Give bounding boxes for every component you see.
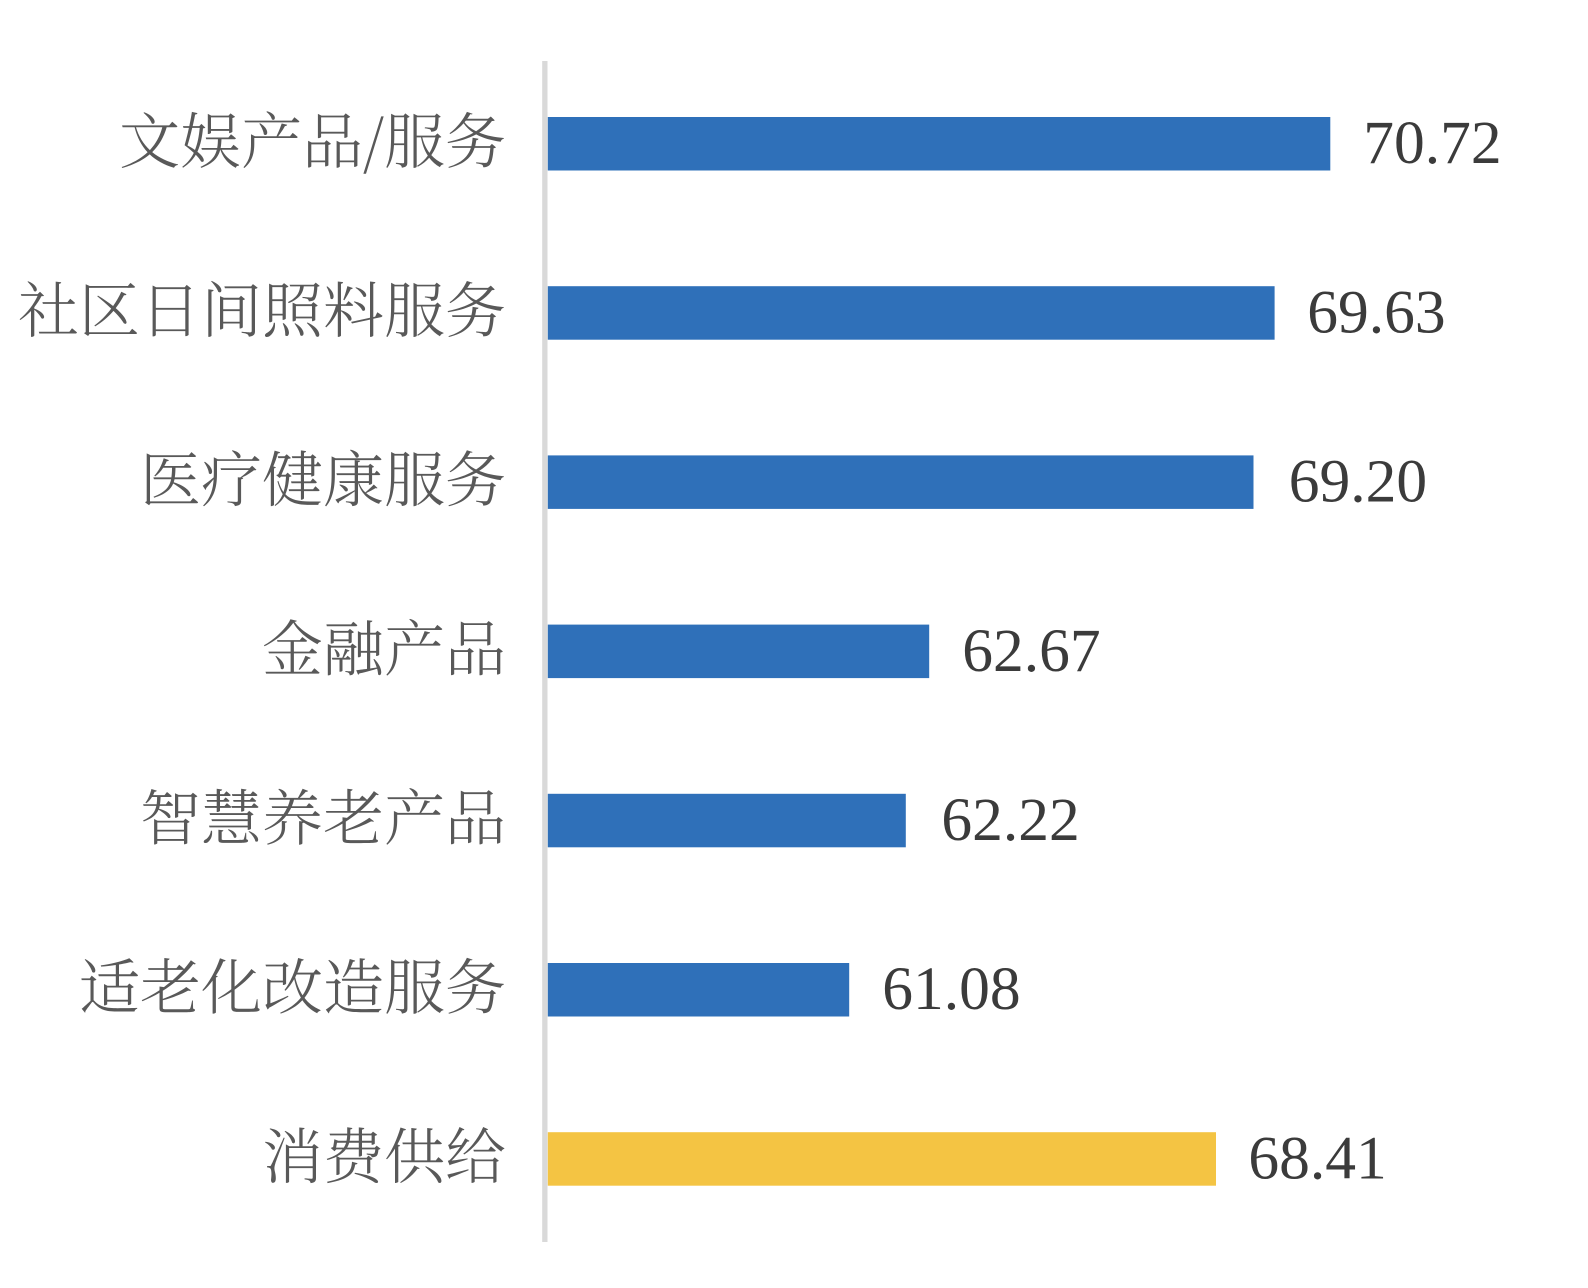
svg-text:69.63: 69.63	[1307, 278, 1445, 346]
svg-text:68.41: 68.41	[1248, 1124, 1386, 1192]
svg-text:62.22: 62.22	[941, 786, 1079, 854]
svg-text:61.08: 61.08	[882, 955, 1020, 1023]
svg-text:69.20: 69.20	[1289, 448, 1427, 516]
svg-text:62.67: 62.67	[962, 617, 1100, 685]
svg-text:70.72: 70.72	[1363, 109, 1501, 177]
